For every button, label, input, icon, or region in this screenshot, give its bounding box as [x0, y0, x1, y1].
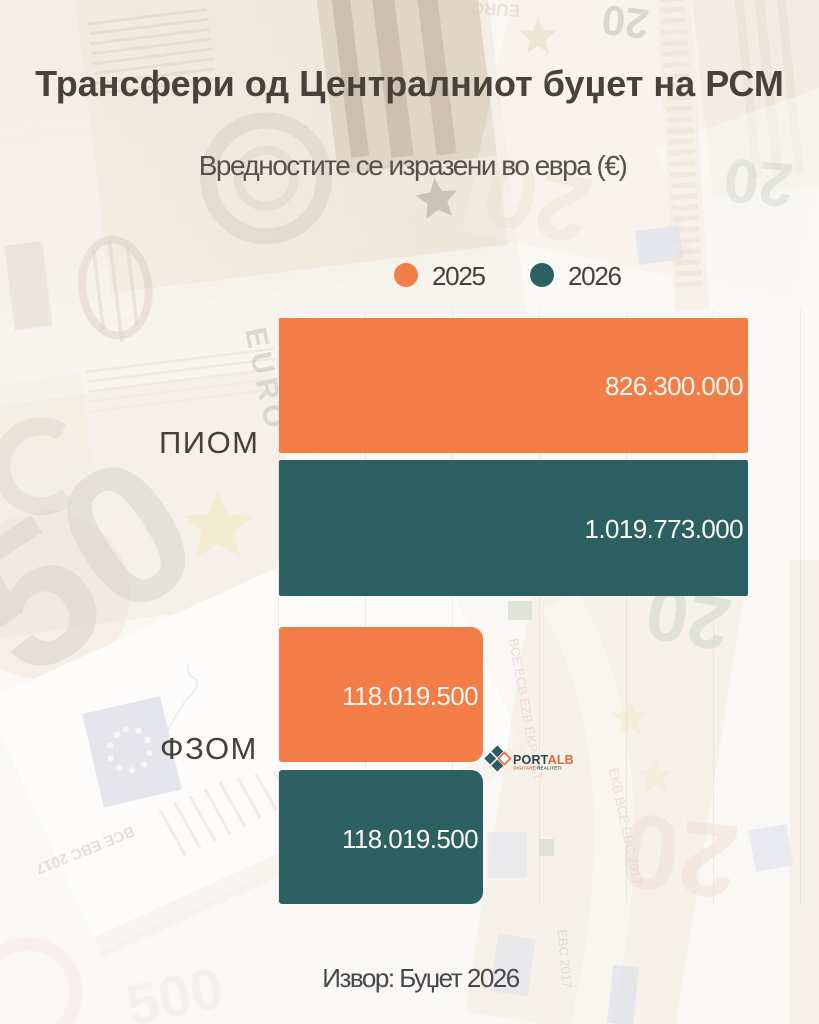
- svg-text:DIGITARE REALITETI: DIGITARE REALITETI: [514, 766, 562, 771]
- svg-text:20: 20: [474, 137, 601, 264]
- svg-text:EBC 2017: EBC 2017: [555, 929, 575, 989]
- svg-text:20: 20: [600, 0, 651, 48]
- svg-text:PORTALB: PORTALB: [513, 753, 574, 767]
- svg-text:20: 20: [721, 145, 796, 220]
- svg-text:EURO: EURO: [470, 0, 520, 20]
- svg-text:20: 20: [614, 790, 744, 920]
